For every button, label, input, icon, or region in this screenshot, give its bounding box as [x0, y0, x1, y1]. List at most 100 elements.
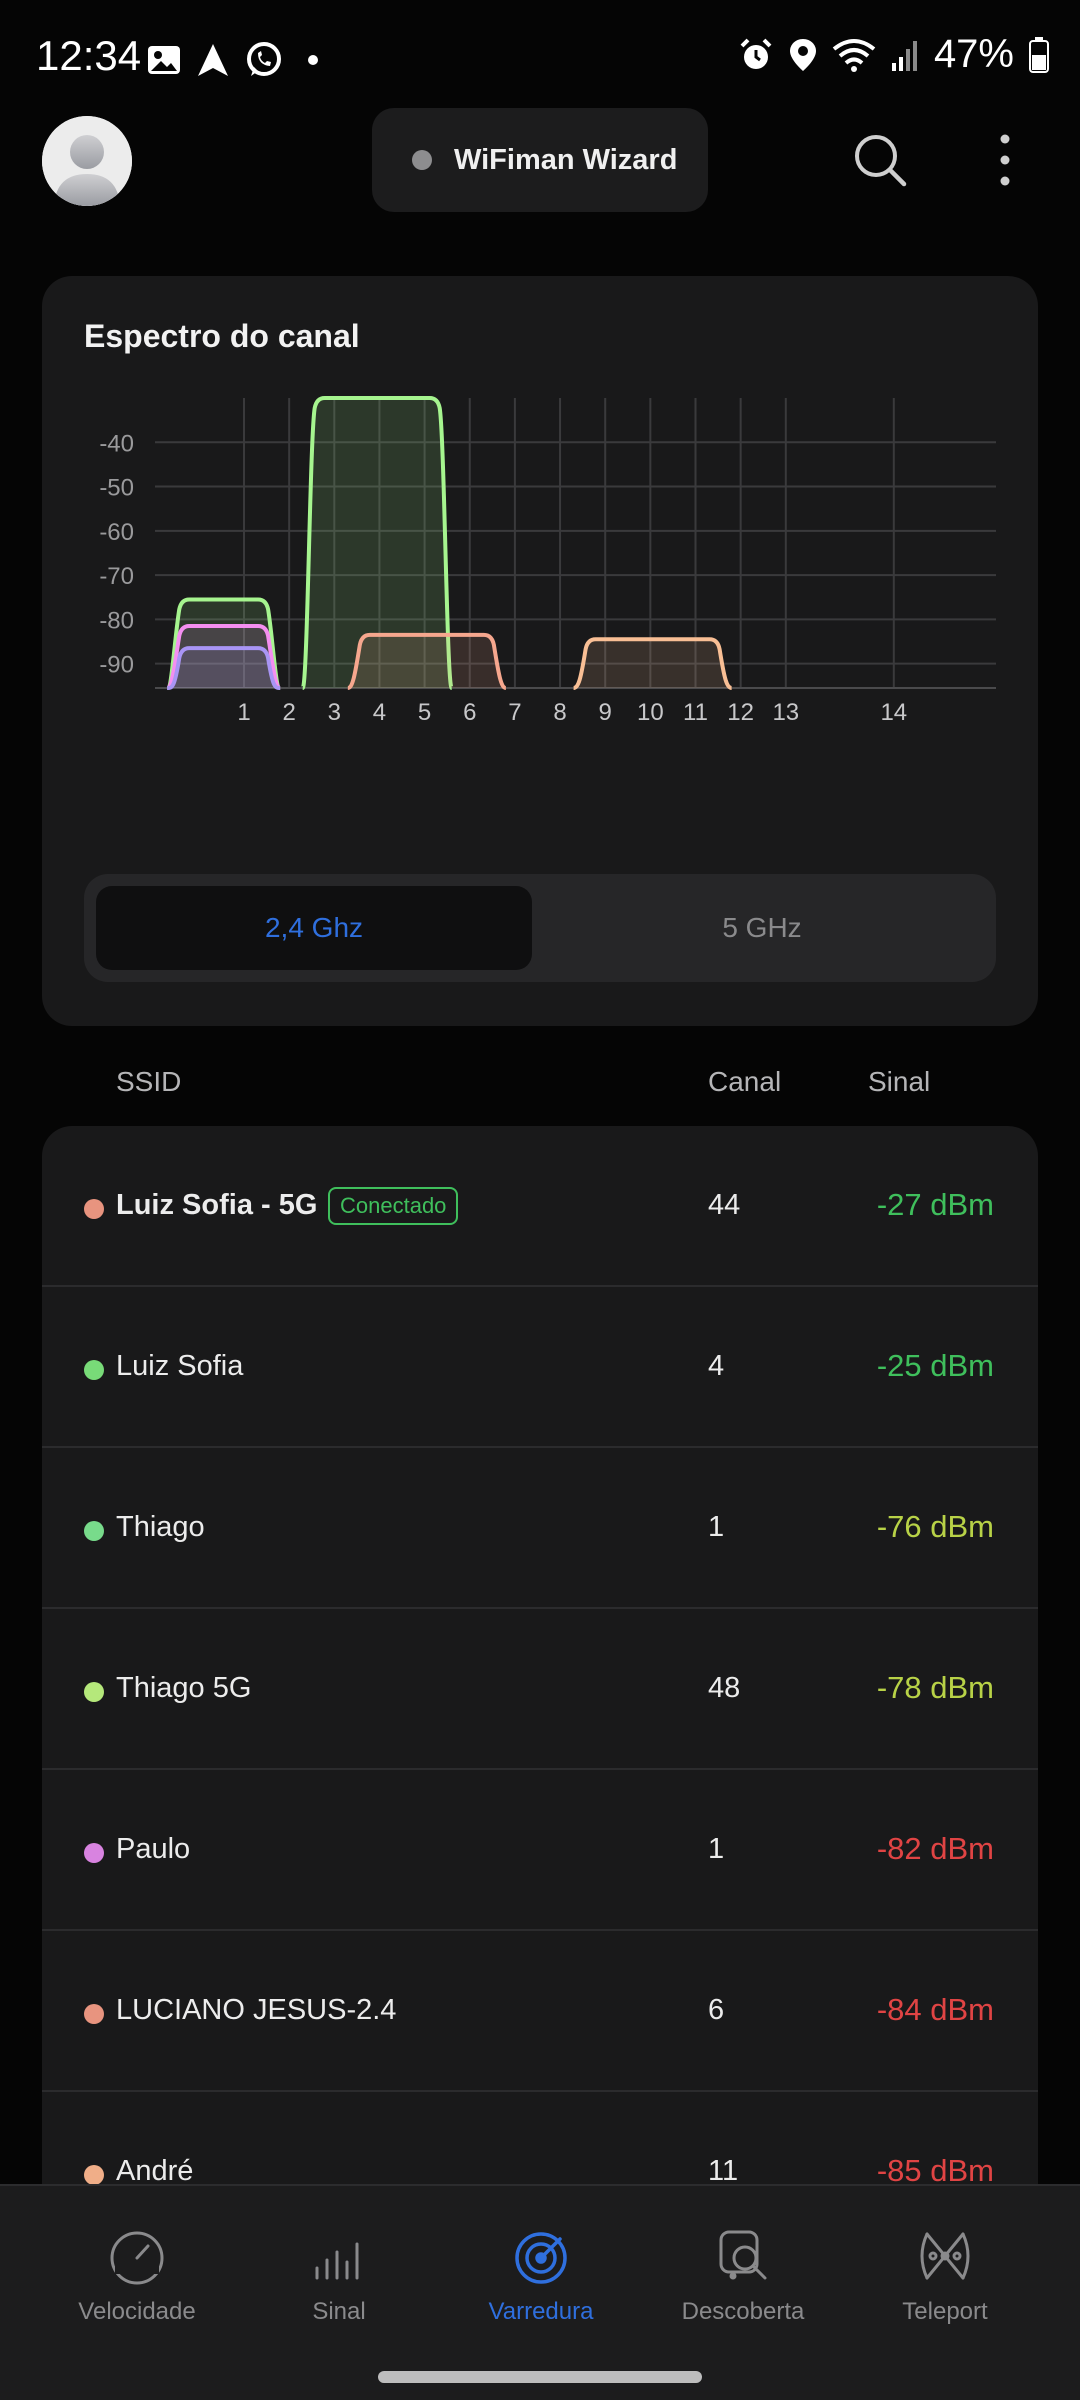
status-time: 12:34 — [36, 32, 142, 79]
avatar[interactable] — [42, 116, 132, 206]
y-tick-label: -80 — [99, 607, 134, 634]
network-color-dot — [84, 1843, 104, 1863]
spectrum-area-fill — [347, 634, 506, 688]
x-tick-label: 3 — [328, 699, 341, 726]
speedometer-icon — [110, 2231, 164, 2285]
spectrum-series-line — [347, 632, 507, 690]
x-tick-label: 8 — [553, 699, 566, 726]
network-channel: 44 — [708, 1189, 741, 1221]
network-channel: 6 — [708, 1994, 725, 2026]
spectrum-title: Espectro do canal — [84, 318, 360, 354]
y-tick-label: -50 — [99, 475, 134, 502]
battery-percent: 47% — [933, 32, 1014, 76]
more-vert-icon[interactable] — [990, 132, 1020, 188]
network-channel: 1 — [708, 1833, 725, 1865]
location-icon — [789, 38, 816, 71]
teleport-icon — [920, 2232, 970, 2280]
network-channel: 1 — [708, 1511, 725, 1543]
band-toggle: 2,4 Ghz 5 GHz — [84, 874, 996, 982]
spectrum-series-line — [573, 637, 733, 690]
network-signal: -25 dBm — [876, 1348, 994, 1383]
network-signal: -82 dBm — [876, 1831, 994, 1866]
network-color-dot — [84, 1682, 104, 1702]
nav-descoberta[interactable]: Descoberta — [643, 2186, 843, 2336]
navigation-icon — [198, 44, 228, 76]
y-tick-label: -90 — [99, 652, 134, 679]
network-channel: 4 — [708, 1350, 725, 1382]
gallery-icon — [148, 46, 180, 74]
whatsapp-icon — [247, 42, 281, 76]
status-right-icons: 47% — [738, 32, 1050, 77]
nav-label: Descoberta — [681, 2298, 805, 2325]
nav-sinal[interactable]: Sinal — [239, 2186, 439, 2336]
spectrum-series-line — [300, 396, 454, 690]
channel-column-header[interactable]: Canal — [708, 1066, 782, 1097]
network-row[interactable]: Thiago 1 -76 dBm — [42, 1448, 1038, 1609]
discovery-icon — [719, 2230, 767, 2280]
network-row[interactable]: Thiago 5G 48 -78 dBm — [42, 1609, 1038, 1770]
spectrum-area-fill — [167, 599, 281, 688]
wifiman-wizard-button[interactable]: WiFiman Wizard — [372, 108, 708, 212]
network-signal: -78 dBm — [876, 1670, 994, 1705]
wifi-icon — [832, 38, 876, 72]
network-row[interactable]: LUCIANO JESUS-2.4 6 -84 dBm — [42, 1931, 1038, 2092]
spectrum-area-fill — [302, 398, 452, 688]
network-row[interactable]: Paulo 1 -82 dBm — [42, 1770, 1038, 1931]
y-tick-label: -70 — [99, 563, 134, 590]
network-row[interactable]: Luiz Sofia 4 -25 dBm — [42, 1287, 1038, 1448]
nav-label: Sinal — [312, 2298, 366, 2325]
y-tick-label: -40 — [99, 430, 134, 457]
nav-label: Velocidade — [78, 2298, 196, 2325]
network-ssid: Luiz Sofia - 5G — [116, 1189, 318, 1221]
wizard-status-dot — [412, 150, 432, 170]
spectrum-chart: -40-50-60-70-80-901 2 3 4 5 6 7 8 9 10 11 12 13 14 — [99, 396, 996, 726]
nav-teleport[interactable]: Teleport — [845, 2186, 1045, 2336]
alarm-icon — [740, 38, 772, 69]
x-tick-label: 11 — [683, 699, 708, 726]
network-ssid: LUCIANO JESUS-2.4 — [116, 1994, 397, 2026]
x-tick-label: 5 — [418, 699, 431, 726]
ssid-column-header[interactable]: SSID — [116, 1066, 182, 1097]
status-left-icons — [146, 40, 318, 80]
network-row[interactable]: Luiz Sofia - 5G Conectado 44 -27 dBm — [42, 1126, 1038, 1287]
x-tick-label: 4 — [373, 699, 386, 726]
spectrum-series-line — [165, 597, 283, 690]
nav-velocidade[interactable]: Velocidade — [37, 2186, 237, 2336]
x-tick-label: 9 — [599, 699, 612, 726]
dot-icon — [308, 55, 318, 65]
search-icon[interactable] — [852, 132, 908, 188]
network-ssid: André — [116, 2155, 194, 2186]
band-24ghz-button[interactable]: 2,4 Ghz — [96, 886, 532, 970]
spectrum-area-fill — [167, 648, 281, 688]
y-tick-label: -60 — [99, 519, 134, 546]
x-tick-label: 7 — [508, 699, 521, 726]
nav-label: Teleport — [902, 2298, 988, 2325]
x-tick-label: 2 — [282, 699, 295, 726]
network-ssid: Paulo — [116, 1833, 191, 1865]
x-tick-label: 6 — [463, 699, 476, 726]
network-ssid: Luiz Sofia — [116, 1350, 244, 1382]
network-row[interactable]: André 11 -85 dBm — [42, 2092, 1038, 2186]
spectrum-area-fill — [573, 639, 732, 688]
x-tick-label: 14 — [880, 699, 907, 726]
wizard-label: WiFiman Wizard — [454, 143, 678, 176]
nav-varredura[interactable]: Varredura — [441, 2186, 641, 2336]
network-ssid: Thiago 5G — [116, 1672, 252, 1704]
network-signal: -27 dBm — [876, 1187, 994, 1222]
home-indicator[interactable] — [378, 2371, 702, 2383]
network-ssid: Thiago — [116, 1511, 205, 1543]
nav-label: Varredura — [488, 2298, 594, 2325]
network-color-dot — [84, 2004, 104, 2024]
bottom-nav: Velocidade Sinal Varredura — [0, 2184, 1080, 2400]
network-color-dot — [84, 1521, 104, 1541]
band-5ghz-button[interactable]: 5 GHz — [722, 912, 802, 943]
signal-bars-icon — [315, 2242, 359, 2280]
network-color-dot — [84, 1360, 104, 1380]
network-signal: -85 dBm — [876, 2153, 994, 2186]
connected-badge: Conectado — [328, 1187, 459, 1225]
network-channel: 11 — [708, 2155, 739, 2186]
x-tick-label: 12 — [727, 699, 754, 726]
signal-column-header[interactable]: Sinal — [868, 1066, 931, 1097]
channel-spectrum-card: Espectro do canal -40 -50 -60 -70 -80 -90 1 2 3 4… — [42, 276, 1038, 1026]
network-color-dot — [84, 2165, 104, 2185]
